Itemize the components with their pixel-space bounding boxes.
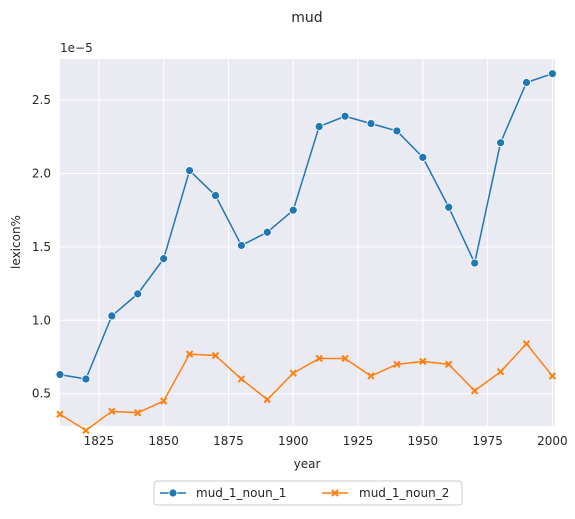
legend-marker-series-2 (331, 489, 339, 497)
data-point (496, 367, 505, 376)
data-point (470, 387, 479, 395)
data-point (262, 227, 272, 237)
legend-label-series-1: mud_1_noun_1 (196, 486, 286, 500)
series-line-1 (59, 72, 553, 380)
y-tick-label: 2.0 (32, 167, 51, 181)
data-point (108, 407, 116, 416)
data-point (159, 254, 169, 264)
data-point (263, 395, 272, 404)
data-point (211, 351, 220, 360)
legend-label-series-2: mud_1_noun_2 (359, 486, 449, 500)
data-point (367, 372, 375, 380)
data-point (522, 78, 531, 87)
data-point (81, 374, 91, 384)
series-line-2 (59, 343, 553, 432)
data-point (82, 426, 90, 435)
data-point (211, 191, 220, 200)
x-tick-label: 1875 (213, 434, 244, 448)
data-point (548, 69, 557, 79)
x-tick-label: 1925 (343, 434, 374, 448)
series-markers (55, 69, 557, 435)
data-point (419, 357, 427, 366)
y-tick-label: 2.5 (32, 93, 51, 107)
y-tick-label: 0.5 (32, 387, 51, 401)
data-point (237, 375, 246, 383)
x-tick-label: 1825 (84, 434, 115, 448)
x-tick-label: 1900 (278, 434, 309, 448)
x-tick-label: 1950 (408, 434, 439, 448)
legend: mud_1_noun_1 mud_1_noun_2 (153, 480, 463, 506)
y-axis-label: lexicon% (9, 215, 23, 269)
data-point (133, 289, 143, 299)
data-point (548, 372, 557, 380)
data-point (496, 138, 505, 148)
plot-area (60, 59, 555, 426)
data-point (393, 360, 401, 369)
x-tick-label: 1850 (148, 434, 179, 448)
y-tick-labels: 0.5 1.0 1.5 2.0 2.5 (32, 93, 51, 401)
x-axis-label: year (294, 457, 321, 471)
data-point (237, 241, 246, 250)
y-tick-label: 1.0 (32, 313, 51, 327)
series-lines (59, 72, 553, 432)
y-tick-label: 1.5 (32, 240, 51, 254)
data-point (340, 111, 350, 121)
y-offset-label: 1e−5 (60, 41, 93, 55)
data-point (185, 166, 194, 175)
data-point (159, 397, 168, 405)
data-point (185, 350, 194, 358)
data-point (289, 369, 297, 377)
x-tick-label: 2000 (537, 434, 568, 448)
x-tick-labels: 1825 1850 1875 1900 1925 1950 1975 2000 (84, 434, 568, 448)
data-point (366, 119, 376, 128)
data-point (444, 202, 454, 212)
x-tick-label: 1975 (472, 434, 503, 448)
data-point (392, 126, 402, 136)
data-point (470, 258, 480, 268)
grid (60, 59, 555, 426)
data-point (314, 122, 324, 131)
data-point (134, 409, 142, 417)
legend-box (153, 480, 463, 506)
data-point (107, 311, 117, 321)
data-point (315, 354, 323, 363)
data-point (55, 370, 65, 380)
data-point (522, 340, 531, 348)
data-point (418, 152, 428, 162)
chart-title: mud (291, 10, 322, 26)
data-point (56, 410, 64, 418)
data-point (288, 205, 298, 215)
data-point (445, 360, 453, 369)
data-point (341, 354, 349, 363)
legend-marker-series-1 (168, 488, 178, 498)
